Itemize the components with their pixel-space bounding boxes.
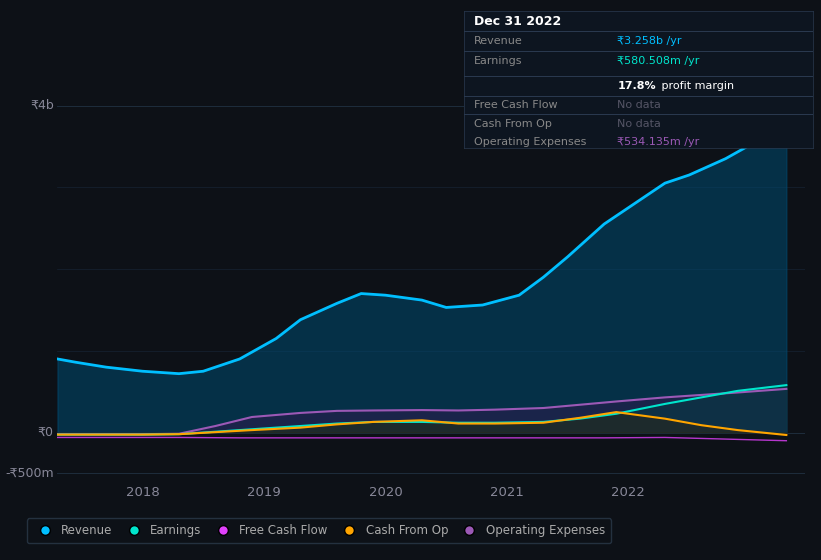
Text: ₹4b: ₹4b: [30, 99, 53, 112]
Text: No data: No data: [617, 119, 661, 129]
Text: No data: No data: [617, 100, 661, 110]
Text: Dec 31 2022: Dec 31 2022: [475, 15, 562, 28]
Legend: Revenue, Earnings, Free Cash Flow, Cash From Op, Operating Expenses: Revenue, Earnings, Free Cash Flow, Cash …: [27, 519, 611, 543]
Text: profit margin: profit margin: [658, 81, 734, 91]
Text: Earnings: Earnings: [475, 55, 523, 66]
Text: Revenue: Revenue: [475, 36, 523, 46]
Text: 17.8%: 17.8%: [617, 81, 656, 91]
Text: ₹580.508m /yr: ₹580.508m /yr: [617, 55, 699, 66]
Text: ₹0: ₹0: [38, 426, 53, 439]
Text: Cash From Op: Cash From Op: [475, 119, 553, 129]
Text: -₹500m: -₹500m: [5, 467, 53, 480]
Text: ₹534.135m /yr: ₹534.135m /yr: [617, 137, 699, 147]
Text: Operating Expenses: Operating Expenses: [475, 137, 587, 147]
Text: ₹3.258b /yr: ₹3.258b /yr: [617, 36, 682, 46]
Text: Free Cash Flow: Free Cash Flow: [475, 100, 558, 110]
